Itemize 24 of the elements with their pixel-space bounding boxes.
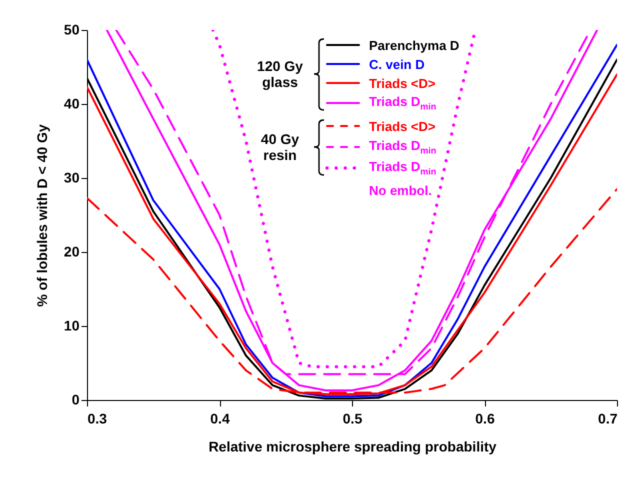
annotation: No embol.: [369, 182, 432, 199]
y-tick-label: 30: [64, 170, 80, 186]
legend-label: Triads <D>: [369, 118, 436, 134]
x-tick-label: 0.3: [88, 410, 108, 426]
legend-label: C. vein D: [369, 56, 425, 72]
y-tick-label: 40: [64, 96, 80, 112]
legend-label: Triads D$_{min}$: [369, 138, 436, 156]
line-series: [211, 30, 477, 368]
legend-label: Parenchyma D: [369, 38, 460, 52]
legend-label: Triads <D>: [369, 76, 436, 90]
x-axis-title: Relative microsphere spreading probability: [208, 438, 497, 454]
y-axis-title: % of lobules with D < 40 Gy: [34, 124, 50, 307]
annotation: 40 Gy resin: [260, 131, 300, 163]
y-tick-label: 20: [64, 244, 80, 260]
y-tick-label: 50: [64, 22, 80, 38]
annotation: 120 Gy glass: [256, 58, 304, 90]
y-tick-label: 0: [72, 392, 80, 408]
legend-label: Triads D$_{min}$: [369, 94, 436, 112]
x-tick-label: 0.6: [475, 410, 495, 426]
legend-label: Triads D$_{min}$: [369, 159, 436, 177]
x-tick-label: 0.5: [342, 410, 362, 426]
y-tick-label: 10: [64, 318, 80, 334]
x-tick-label: 0.4: [210, 410, 230, 426]
x-tick-label: 0.7: [598, 410, 618, 426]
